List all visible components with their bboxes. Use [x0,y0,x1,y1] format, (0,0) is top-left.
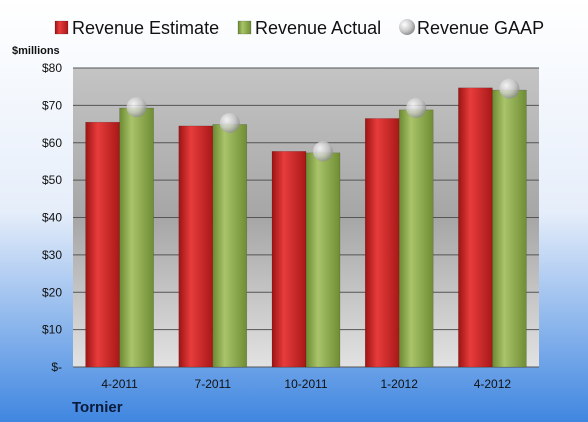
y-tick-label: $60 [42,136,62,150]
x-tick-labels: 4-2011 7-2011 10-2011 1-2012 4-2012 [101,377,511,391]
legend: Revenue Estimate Revenue Actual Revenue GA… [54,18,544,38]
bar-layer [85,87,527,368]
estimate-bar [85,121,120,368]
estimate-bar [178,125,214,368]
marker-layer [126,78,520,162]
y-tick-label: $50 [42,173,62,187]
x-tick-label: 1-2012 [381,377,419,391]
gaap-marker [126,97,147,118]
legend-label: Revenue GAAP [417,18,544,38]
gaap-marker [219,112,240,133]
y-tick-label: $30 [42,248,62,262]
x-tick-label: 4-2012 [474,377,512,391]
y-tick-labels: $- $10 $20 $30 $40 $50 $60 $70 $80 [42,61,62,374]
estimate-bar [271,151,307,368]
y-tick-label: $10 [42,323,62,337]
y-tick-label: $70 [42,98,62,112]
y-tick-label: $80 [42,61,62,75]
y-axis-unit-label: $millions [12,45,60,57]
y-tick-label: $- [51,360,62,374]
estimate-bar [364,118,400,368]
legend-label: Revenue Actual [255,18,381,38]
actual-bar [305,152,341,368]
x-tick-label: 7-2011 [195,377,232,391]
legend-swatch [237,20,252,35]
estimate-bar [458,87,493,368]
gaap-marker [406,97,427,118]
actual-bar [119,107,154,368]
gaap-marker [499,78,520,99]
brand-label: Tornier [72,399,123,416]
legend-swatch [54,20,69,35]
y-tick-label: $40 [42,211,62,225]
legend-label: Revenue Estimate [72,18,219,38]
actual-bar [492,89,527,368]
x-tick-label: 10-2011 [284,377,327,391]
legend-swatch [399,19,415,35]
y-tick-label: $20 [42,285,62,299]
gaap-marker [313,141,333,162]
x-tick-label: 4-2011 [101,377,138,391]
actual-bar [398,109,434,368]
actual-bar [212,124,248,368]
